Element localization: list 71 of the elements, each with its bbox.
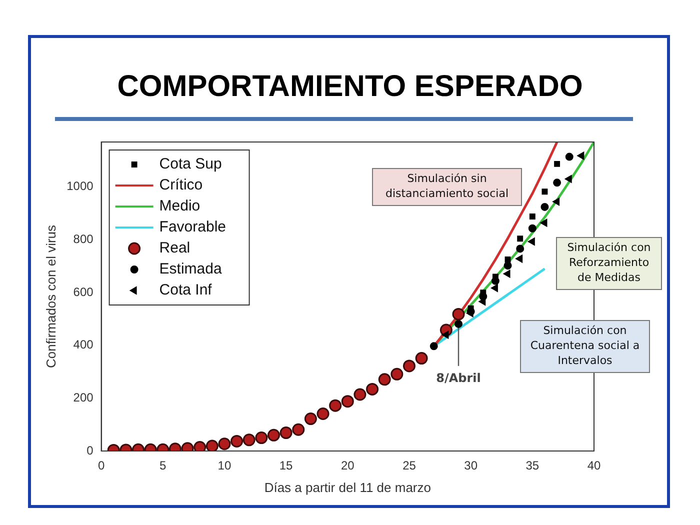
x-axis-title: Días a partir del 11 de marzo: [264, 480, 431, 495]
x-tick-label: 25: [402, 458, 416, 473]
y-tick-label: 1000: [66, 179, 94, 194]
point: [540, 202, 549, 211]
point: [516, 244, 524, 253]
point: [230, 434, 244, 448]
point: [565, 152, 574, 161]
y-tick-label: 600: [73, 284, 94, 299]
point: [490, 284, 498, 292]
point: [329, 399, 342, 412]
legend-label: Cota Sup: [159, 156, 222, 173]
x-tick-label: 0: [98, 458, 105, 473]
point: [542, 188, 548, 195]
point: [366, 382, 379, 396]
annotation: Simulación con Reforzamiento de Medidas: [556, 237, 662, 290]
point: [255, 432, 268, 444]
annotation: 8/Abril: [436, 370, 481, 385]
point: [292, 423, 305, 436]
point: [218, 438, 231, 450]
point: [577, 152, 584, 160]
x-tick-label: 20: [340, 458, 355, 473]
point: [504, 256, 511, 262]
point: [267, 428, 280, 442]
point: [442, 330, 449, 339]
x-tick-label: 10: [218, 458, 232, 473]
point: [242, 434, 256, 446]
y-axis-title: Confirmados con el virus: [43, 224, 58, 368]
point: [554, 160, 560, 167]
point: [540, 218, 548, 227]
legend-label: Real: [159, 240, 190, 257]
legend-label: Cota Inf: [159, 282, 213, 299]
x-tick-label: 35: [526, 458, 540, 473]
point: [552, 198, 560, 206]
point: [528, 238, 535, 246]
point: [415, 352, 428, 365]
legend-label: Favorable: [159, 218, 226, 236]
point: [280, 426, 292, 440]
x-tick-label: 15: [279, 458, 294, 473]
legend-label: Crítico: [159, 176, 203, 194]
annotation: Simulación sin distanciamiento social: [372, 168, 522, 206]
point: [194, 441, 206, 451]
point: [454, 320, 463, 328]
point: [378, 373, 391, 386]
y-tick-label: 0: [86, 443, 94, 458]
annotation: Simulación con Cuarentena social a Intervalos: [520, 320, 650, 373]
point: [430, 342, 438, 350]
x-tick-label: 30: [464, 458, 478, 473]
point: [503, 270, 510, 278]
x-tick-label: 40: [587, 458, 601, 473]
x-tick-label: 5: [160, 458, 167, 473]
point: [390, 368, 404, 380]
point: [341, 395, 354, 408]
y-tick-label: 800: [73, 232, 94, 246]
point: [504, 262, 512, 270]
point: [517, 236, 524, 242]
point: [402, 360, 416, 372]
point: [529, 214, 536, 220]
y-tick-label: 400: [73, 338, 94, 352]
point: [528, 224, 536, 232]
point: [304, 412, 317, 426]
legend-label: Estimada: [159, 260, 222, 278]
point: [206, 440, 218, 451]
point: [452, 308, 465, 320]
legend-label: Medio: [159, 198, 200, 215]
y-tick-label: 200: [73, 390, 94, 404]
point: [516, 254, 523, 263]
point: [354, 388, 366, 401]
point: [564, 175, 572, 183]
point: [553, 178, 562, 187]
point: [316, 408, 330, 420]
chart-title: COMPORTAMIENTO ESPERADO: [116, 70, 584, 104]
